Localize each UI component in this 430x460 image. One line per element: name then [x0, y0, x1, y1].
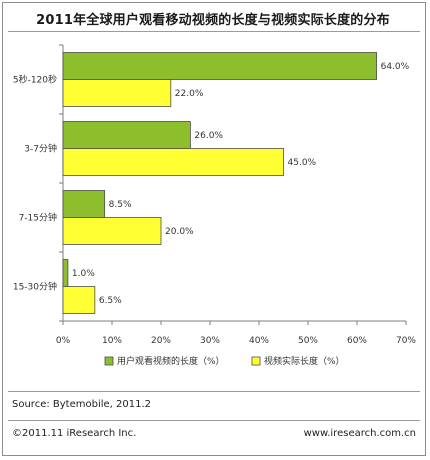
data-label: 45.0% — [288, 158, 317, 168]
x-tick-label: 0% — [56, 336, 71, 346]
x-tick-label: 50% — [298, 336, 318, 346]
bar — [62, 217, 162, 245]
x-tick-label: 40% — [249, 336, 269, 346]
legend-label: 用户观看视频的长度（%） — [117, 355, 225, 367]
x-tick-label: 10% — [102, 336, 122, 346]
bar — [62, 190, 106, 218]
chart-title: 2011年全球用户观看移动视频的长度与视频实际长度的分布 — [36, 13, 390, 28]
data-label: 20.0% — [165, 227, 194, 237]
bar — [62, 52, 378, 80]
bar — [62, 121, 191, 149]
category-label: 3-7分钟 — [24, 143, 57, 155]
data-label: 1.0% — [72, 269, 95, 279]
category-label: 7-15分钟 — [19, 212, 57, 224]
category-label: 15-30分钟 — [13, 281, 57, 293]
x-tick-label: 70% — [396, 336, 416, 346]
data-label: 6.5% — [99, 296, 122, 306]
category-label: 5秒-120秒 — [13, 74, 57, 86]
source-divider — [8, 391, 420, 392]
x-tick-label: 30% — [200, 336, 220, 346]
legend-swatch — [251, 356, 261, 366]
footer-divider — [8, 420, 420, 421]
bar — [62, 259, 69, 287]
legend-swatch — [104, 356, 114, 366]
data-label: 26.0% — [194, 131, 223, 141]
x-tick-label: 60% — [347, 336, 367, 346]
data-label: 22.0% — [175, 89, 204, 99]
title-divider — [8, 31, 420, 32]
bar — [62, 79, 172, 107]
source-text: Source: Bytemobile, 2011.2 — [12, 399, 152, 410]
x-tick-label: 20% — [151, 336, 171, 346]
data-label: 8.5% — [109, 200, 132, 210]
copyright-text: ©2011.11 iResearch Inc. — [12, 428, 137, 439]
bar — [62, 286, 96, 314]
bar — [62, 148, 284, 176]
website-link[interactable]: www.iresearch.com.cn — [303, 428, 416, 439]
legend-label: 视频实际长度（%） — [264, 355, 345, 367]
data-label: 64.0% — [381, 62, 410, 72]
